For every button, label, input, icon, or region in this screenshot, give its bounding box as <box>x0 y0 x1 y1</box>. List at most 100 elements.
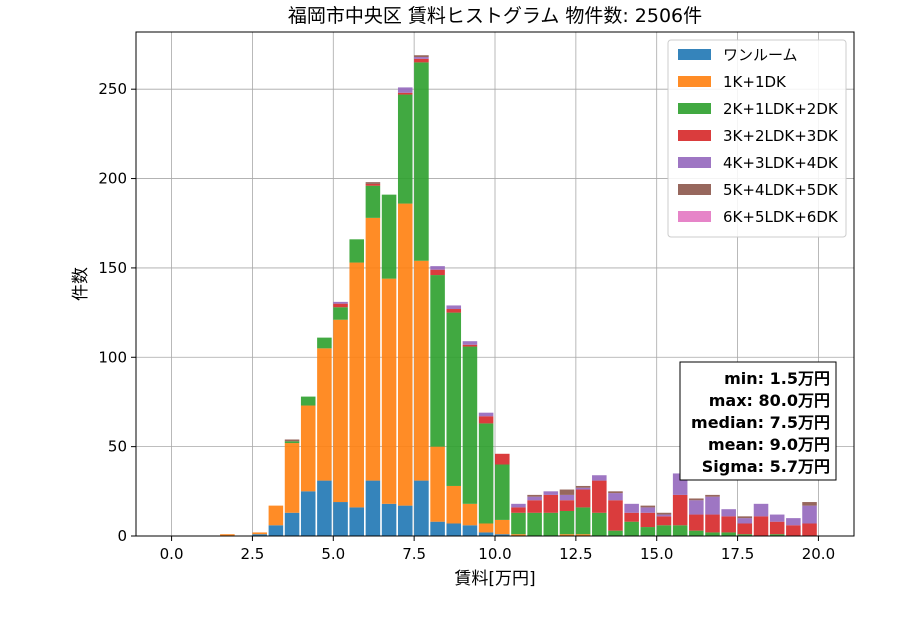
x-axis-label: 賃料[万円] <box>454 569 535 589</box>
bar-segment-4 <box>511 507 526 513</box>
bar-segment-4 <box>543 494 559 513</box>
y-tick-label: 150 <box>98 259 127 277</box>
bar-segment-5 <box>737 518 753 524</box>
bar-segment-4 <box>446 309 462 313</box>
bar-segment-3 <box>737 534 753 536</box>
bar-segment-5 <box>543 491 559 495</box>
legend-label: 3K+2LDK+3DK <box>723 127 839 145</box>
bar-segment-5 <box>656 514 672 517</box>
bar-segment-3 <box>446 312 462 486</box>
bar-segment-2 <box>462 503 478 526</box>
y-tick-label: 50 <box>108 438 127 456</box>
bar-segment-1 <box>333 502 348 536</box>
bar-segment-4 <box>737 523 753 535</box>
bar-segment-4 <box>689 514 704 531</box>
legend-label: ワンルーム <box>723 46 798 64</box>
legend-swatch <box>678 103 711 114</box>
x-tick-label: 20.0 <box>802 545 835 563</box>
bar-segment-3 <box>527 512 542 536</box>
bar-segment-5 <box>608 493 623 501</box>
stats-line: min: 1.5万円 <box>724 369 830 388</box>
bar-segment-2 <box>478 523 494 533</box>
bar-segment-2 <box>446 485 462 524</box>
y-tick-label: 250 <box>98 80 127 98</box>
legend-swatch <box>678 211 711 222</box>
bar-segment-1 <box>268 525 284 536</box>
x-axis-ticks: 0.0 2.5 5.0 7.5 10.0 12.5 15.0 17.5 20.0 <box>160 536 835 563</box>
bar-segment-3 <box>511 512 526 535</box>
bar-segment-4 <box>705 514 720 533</box>
bar-segment-4 <box>802 523 817 536</box>
bar-segment-5 <box>802 505 817 524</box>
bar-segment-3 <box>397 94 413 204</box>
bar-segment-3 <box>300 396 316 406</box>
bar-segment-5 <box>721 509 736 517</box>
bar-segment-6 <box>527 494 542 497</box>
bar-segment-4 <box>462 344 478 347</box>
bar-segment-6 <box>608 491 623 494</box>
bar-segment-6 <box>559 489 575 495</box>
bar-segment-4 <box>624 512 639 522</box>
bar-segment-5 <box>769 514 785 522</box>
bar-segment-2 <box>349 262 365 508</box>
bars <box>220 55 817 536</box>
bar-segment-2 <box>365 217 381 481</box>
bar-segment-6 <box>689 498 704 501</box>
bar-segment-4 <box>672 494 688 526</box>
bar-segment-4 <box>608 500 623 531</box>
bar-segment-4 <box>495 453 510 465</box>
bar-segment-3 <box>414 62 429 261</box>
bar-segment-2 <box>220 534 235 536</box>
bar-segment-3 <box>640 527 656 536</box>
bar-segment-2 <box>414 260 429 481</box>
stats-box: min: 1.5万円 max: 80.0万円 median: 7.5万円 mean: … <box>679 361 837 481</box>
bar-segment-2 <box>559 534 575 536</box>
bar-segment-2 <box>495 519 510 535</box>
legend-label: 6K+5LDK+6DK <box>723 208 839 226</box>
x-tick-label: 15.0 <box>640 545 673 563</box>
stats-line: median: 7.5万円 <box>691 413 830 432</box>
bar-segment-4 <box>333 303 348 308</box>
legend-swatch <box>678 76 711 87</box>
bar-segment-6 <box>575 485 591 488</box>
legend-label: 2K+1LDK+2DK <box>723 100 839 118</box>
stats-line: Sigma: 5.7万円 <box>702 457 830 476</box>
bar-segment-4 <box>575 489 591 508</box>
bar-segment-5 <box>689 500 704 515</box>
bar-segment-1 <box>446 523 462 536</box>
bar-segment-4 <box>786 525 801 536</box>
bar-segment-6 <box>640 505 656 508</box>
bar-segment-1 <box>317 480 332 536</box>
bar-segment-5 <box>559 494 575 501</box>
bar-segment-3 <box>656 525 672 536</box>
bar-segment-4 <box>753 516 769 536</box>
bar-segment-5 <box>705 496 720 515</box>
bar-segment-6 <box>414 55 429 58</box>
bar-segment-2 <box>575 534 591 536</box>
legend-label: 4K+3LDK+4DK <box>723 154 839 172</box>
bar-segment-4 <box>478 416 494 424</box>
bar-segment-3 <box>689 530 704 536</box>
y-tick-label: 0 <box>117 527 127 545</box>
x-tick-label: 5.0 <box>321 545 345 563</box>
bar-segment-2 <box>397 203 413 506</box>
bar-segment-3 <box>349 239 365 263</box>
x-tick-label: 17.5 <box>721 545 754 563</box>
legend-box <box>667 39 847 238</box>
x-tick-label: 12.5 <box>559 545 592 563</box>
bar-segment-5 <box>786 518 801 526</box>
y-tick-label: 200 <box>98 170 127 188</box>
bar-segment-4 <box>397 92 413 95</box>
bar-segment-4 <box>430 269 445 276</box>
legend: ワンルーム 1K+1DK 2K+1LDK+2DK 3K+2LDK+3DK 4K+3LDK… <box>667 39 847 238</box>
bar-segment-3 <box>624 521 639 536</box>
bar-segment-4 <box>559 500 575 511</box>
bar-segment-3 <box>769 534 785 536</box>
bar-segment-5 <box>462 341 478 345</box>
y-axis-ticks: 0 50 100 150 200 250 <box>98 80 136 545</box>
bar-segment-5 <box>624 503 639 513</box>
bar-segment-1 <box>284 512 300 536</box>
bar-segment-3 <box>608 530 623 536</box>
stats-frame <box>679 361 837 481</box>
